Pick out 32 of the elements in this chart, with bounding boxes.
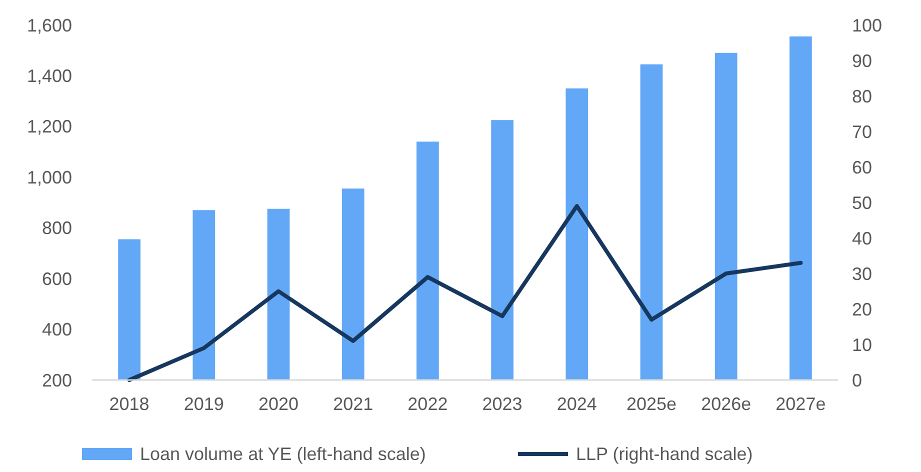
y2-tick-label: 50 (852, 192, 872, 213)
x-tick-label: 2019 (184, 394, 224, 414)
y2-tick-label: 80 (852, 86, 872, 106)
y2-tick-label: 90 (852, 50, 872, 71)
line-series (127, 204, 803, 382)
x-tick-label: 2020 (258, 394, 299, 414)
x-tick-label: 2027e (776, 394, 826, 414)
y-tick-label: 600 (42, 268, 72, 289)
x-tick-label: 2021 (333, 394, 374, 414)
x-tick-label: 2024 (556, 394, 597, 414)
legend-label: Loan volume at YE (left-hand scale) (140, 444, 426, 464)
y-tick-label: 1,400 (26, 66, 72, 86)
y2-tick-label: 70 (852, 122, 872, 142)
legend-label: LLP (right-hand scale) (576, 444, 753, 464)
y-tick-label: 800 (42, 218, 72, 238)
y-tick-label: 200 (42, 370, 72, 390)
x-tick-label: 2018 (109, 394, 150, 414)
x-tick-label: 2025e (626, 394, 677, 414)
y-tick-label: 1,000 (26, 167, 72, 188)
y2-tick-label: 40 (852, 228, 872, 248)
y-tick-label: 400 (42, 320, 72, 340)
y2-tick-label: 30 (852, 264, 872, 284)
y2-tick-label: 100 (852, 15, 882, 36)
y2-tick-label: 10 (852, 334, 872, 355)
y2-tick-label: 0 (852, 370, 862, 390)
x-tick-label: 2023 (482, 394, 522, 414)
x-tick-label: 2026e (701, 394, 752, 414)
x-tick-label: 2022 (408, 394, 448, 414)
y2-tick-label: 20 (852, 299, 872, 320)
y-tick-label: 1,600 (26, 15, 72, 36)
y2-tick-label: 60 (852, 157, 872, 178)
y-tick-label: 1,200 (26, 116, 72, 137)
